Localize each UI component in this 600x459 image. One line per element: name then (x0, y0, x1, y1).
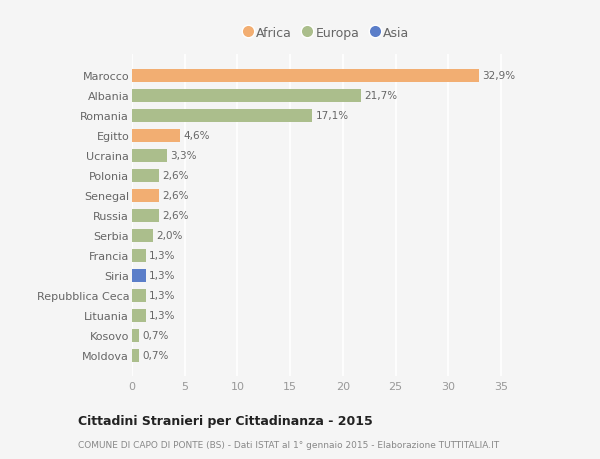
Bar (132, 289, 146, 302)
Text: 2,0%: 2,0% (156, 231, 182, 241)
Bar (132, 129, 181, 142)
Text: 0,7%: 0,7% (143, 330, 169, 340)
Bar (132, 90, 361, 102)
Text: 32,9%: 32,9% (482, 71, 515, 81)
Text: COMUNE DI CAPO DI PONTE (BS) - Dati ISTAT al 1° gennaio 2015 - Elaborazione TUTT: COMUNE DI CAPO DI PONTE (BS) - Dati ISTA… (78, 441, 499, 449)
Text: 2,6%: 2,6% (163, 171, 189, 181)
Text: 2,6%: 2,6% (163, 211, 189, 221)
Text: 3,3%: 3,3% (170, 151, 196, 161)
Text: 1,3%: 1,3% (149, 270, 175, 280)
Bar (132, 110, 312, 123)
Text: 17,1%: 17,1% (316, 111, 349, 121)
Text: 0,7%: 0,7% (143, 350, 169, 360)
Bar (132, 150, 167, 162)
Text: Cittadini Stranieri per Cittadinanza - 2015: Cittadini Stranieri per Cittadinanza - 2… (78, 414, 373, 428)
Text: 1,3%: 1,3% (149, 291, 175, 301)
Bar (132, 349, 139, 362)
Text: 4,6%: 4,6% (184, 131, 210, 141)
Legend: Africa, Europa, Asia: Africa, Europa, Asia (241, 23, 413, 43)
Text: 1,3%: 1,3% (149, 310, 175, 320)
Bar (132, 169, 160, 182)
Bar (132, 209, 160, 222)
Bar (132, 309, 146, 322)
Text: 2,6%: 2,6% (163, 191, 189, 201)
Text: 21,7%: 21,7% (364, 91, 397, 101)
Bar (132, 189, 160, 202)
Bar (132, 329, 139, 342)
Bar (132, 229, 153, 242)
Bar (132, 269, 146, 282)
Bar (132, 249, 146, 262)
Bar (132, 70, 479, 83)
Text: 1,3%: 1,3% (149, 251, 175, 261)
